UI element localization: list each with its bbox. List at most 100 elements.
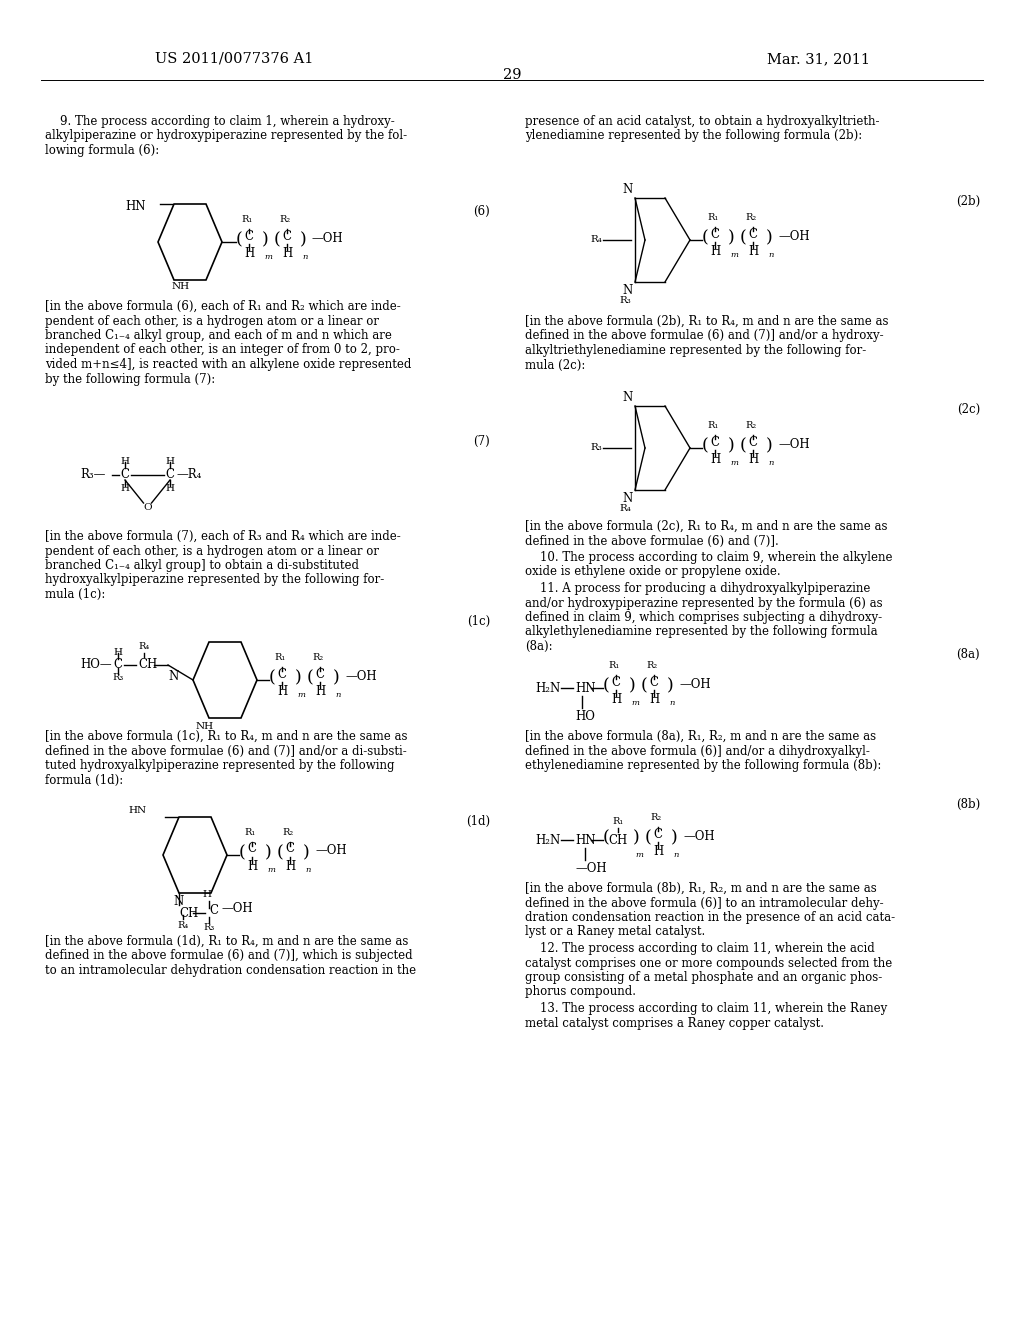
Text: N: N bbox=[623, 492, 633, 506]
Text: m: m bbox=[635, 851, 643, 859]
Text: H: H bbox=[748, 246, 758, 257]
Text: pendent of each other, is a hydrogen atom or a linear or: pendent of each other, is a hydrogen ato… bbox=[45, 544, 379, 557]
Text: H: H bbox=[285, 861, 295, 873]
Text: (: ( bbox=[702, 230, 709, 247]
Text: n: n bbox=[768, 251, 773, 259]
Text: NH: NH bbox=[196, 722, 214, 731]
Text: and/or hydroxypiperazine represented by the formula (6) as: and/or hydroxypiperazine represented by … bbox=[525, 597, 883, 610]
Text: —OH: —OH bbox=[311, 231, 343, 244]
Text: H: H bbox=[247, 861, 257, 873]
Text: ): ) bbox=[333, 669, 340, 686]
Text: H: H bbox=[649, 693, 659, 706]
Text: ): ) bbox=[295, 669, 302, 686]
Text: defined in the above formula (6)] and/or a dihydroxyalkyl-: defined in the above formula (6)] and/or… bbox=[525, 744, 869, 758]
Text: H: H bbox=[314, 685, 326, 698]
Text: 9. The process according to claim 1, wherein a hydroxy-: 9. The process according to claim 1, whe… bbox=[45, 115, 394, 128]
Text: n: n bbox=[335, 690, 340, 700]
Text: oxide is ethylene oxide or propylene oxide.: oxide is ethylene oxide or propylene oxi… bbox=[525, 565, 780, 578]
Text: 29: 29 bbox=[503, 69, 521, 82]
Text: 13. The process according to claim 11, wherein the Raney: 13. The process according to claim 11, w… bbox=[525, 1002, 887, 1015]
Text: C: C bbox=[749, 227, 758, 240]
Text: 10. The process according to claim 9, wherein the alkylene: 10. The process according to claim 9, wh… bbox=[525, 550, 893, 564]
Text: alkylethylenediamine represented by the following formula: alkylethylenediamine represented by the … bbox=[525, 626, 878, 639]
Text: HO: HO bbox=[575, 710, 595, 723]
Text: catalyst comprises one or more compounds selected from the: catalyst comprises one or more compounds… bbox=[525, 957, 892, 969]
Text: (1d): (1d) bbox=[466, 814, 490, 828]
Text: O: O bbox=[143, 503, 152, 512]
Text: R₃—: R₃— bbox=[80, 469, 105, 482]
Text: C: C bbox=[114, 659, 123, 672]
Text: (: ( bbox=[702, 437, 709, 454]
Text: m: m bbox=[730, 459, 738, 467]
Text: —OH: —OH bbox=[778, 230, 810, 243]
Text: C: C bbox=[711, 436, 720, 449]
Text: ): ) bbox=[300, 231, 307, 248]
Text: 11. A process for producing a dihydroxyalkylpiperazine: 11. A process for producing a dihydroxya… bbox=[525, 582, 870, 595]
Text: (: ( bbox=[307, 669, 313, 686]
Text: [in the above formula (8b), R₁, R₂, m and n are the same as: [in the above formula (8b), R₁, R₂, m an… bbox=[525, 882, 877, 895]
Text: C: C bbox=[166, 469, 174, 482]
Text: H: H bbox=[121, 484, 129, 492]
Text: R₃: R₃ bbox=[204, 923, 215, 932]
Text: HN: HN bbox=[129, 807, 147, 814]
Text: (: ( bbox=[603, 829, 609, 846]
Text: H: H bbox=[282, 247, 292, 260]
Text: C: C bbox=[278, 668, 287, 681]
Text: (8a): (8a) bbox=[956, 648, 980, 661]
Text: R₁: R₁ bbox=[242, 215, 253, 224]
Text: N: N bbox=[623, 284, 633, 297]
Text: R₄: R₄ bbox=[138, 642, 150, 651]
Text: C: C bbox=[611, 676, 621, 689]
Text: alkyltriethylenediamine represented by the following for-: alkyltriethylenediamine represented by t… bbox=[525, 345, 866, 356]
Text: HN: HN bbox=[126, 201, 146, 213]
Text: (2c): (2c) bbox=[956, 403, 980, 416]
Text: lyst or a Raney metal catalyst.: lyst or a Raney metal catalyst. bbox=[525, 925, 706, 939]
Text: n: n bbox=[669, 700, 675, 708]
Text: branched C₁₋₄ alkyl group] to obtain a di-substituted: branched C₁₋₄ alkyl group] to obtain a d… bbox=[45, 558, 359, 572]
Text: R₂: R₂ bbox=[745, 213, 757, 222]
Text: defined in the above formulae (6) and (7)] and/or a di-substi-: defined in the above formulae (6) and (7… bbox=[45, 744, 407, 758]
Text: C: C bbox=[315, 668, 325, 681]
Text: (: ( bbox=[278, 845, 284, 862]
Text: ): ) bbox=[633, 829, 640, 846]
Text: CH: CH bbox=[179, 907, 199, 920]
Text: (: ( bbox=[236, 231, 243, 248]
Text: H: H bbox=[166, 457, 174, 466]
Text: pendent of each other, is a hydrogen atom or a linear or: pendent of each other, is a hydrogen ato… bbox=[45, 314, 379, 327]
Text: H: H bbox=[611, 693, 622, 706]
Text: (: ( bbox=[603, 677, 609, 694]
Text: H: H bbox=[121, 457, 129, 466]
Text: —OH: —OH bbox=[778, 437, 810, 450]
Text: (2b): (2b) bbox=[955, 195, 980, 209]
Text: R₂: R₂ bbox=[650, 813, 662, 822]
Text: ): ) bbox=[728, 230, 735, 247]
Text: HN: HN bbox=[575, 833, 596, 846]
Text: branched C₁₋₄ alkyl group, and each of m and n which are: branched C₁₋₄ alkyl group, and each of m… bbox=[45, 329, 392, 342]
Text: (1c): (1c) bbox=[467, 615, 490, 628]
Text: [in the above formula (1c), R₁ to R₄, m and n are the same as: [in the above formula (1c), R₁ to R₄, m … bbox=[45, 730, 408, 743]
Text: m: m bbox=[297, 690, 305, 700]
Text: R₂: R₂ bbox=[280, 215, 291, 224]
Text: defined in the above formulae (6) and (7)], which is subjected: defined in the above formulae (6) and (7… bbox=[45, 949, 413, 962]
Text: (: ( bbox=[645, 829, 651, 846]
Text: n: n bbox=[305, 866, 310, 874]
Text: (: ( bbox=[740, 230, 746, 247]
Text: independent of each other, is an integer of from 0 to 2, pro-: independent of each other, is an integer… bbox=[45, 343, 400, 356]
Text: CH: CH bbox=[608, 833, 628, 846]
Text: NH: NH bbox=[172, 282, 190, 290]
Text: (: ( bbox=[274, 231, 281, 248]
Text: tuted hydroxyalkylpiperazine represented by the following: tuted hydroxyalkylpiperazine represented… bbox=[45, 759, 394, 772]
Text: ): ) bbox=[766, 230, 773, 247]
Text: R₁: R₁ bbox=[274, 653, 286, 663]
Text: (: ( bbox=[740, 437, 746, 454]
Text: N: N bbox=[623, 391, 633, 404]
Text: R₄: R₄ bbox=[620, 504, 631, 513]
Text: dration condensation reaction in the presence of an acid cata-: dration condensation reaction in the pre… bbox=[525, 911, 895, 924]
Text: (6): (6) bbox=[473, 205, 490, 218]
Text: vided m+n≤4], is reacted with an alkylene oxide represented: vided m+n≤4], is reacted with an alkylen… bbox=[45, 358, 412, 371]
Text: R₂: R₂ bbox=[745, 421, 757, 430]
Text: US 2011/0077376 A1: US 2011/0077376 A1 bbox=[155, 51, 313, 66]
Text: R₃: R₃ bbox=[590, 444, 602, 453]
Text: [in the above formula (8a), R₁, R₂, m and n are the same as: [in the above formula (8a), R₁, R₂, m an… bbox=[525, 730, 877, 743]
Text: C: C bbox=[209, 904, 218, 917]
